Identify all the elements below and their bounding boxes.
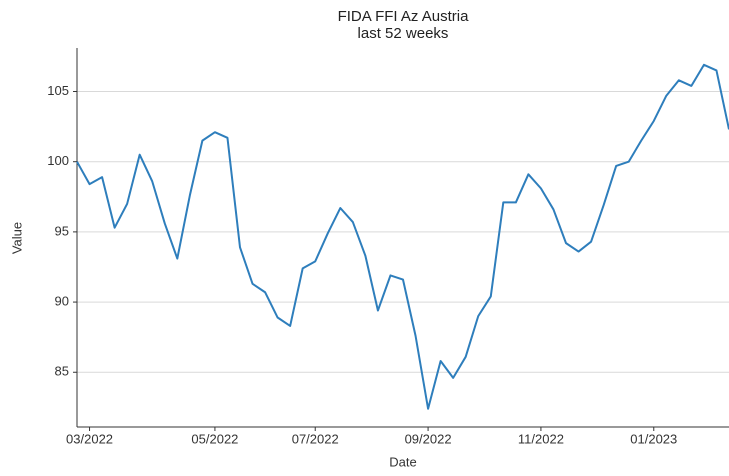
x-tick-label: 05/2022	[191, 431, 238, 446]
y-tick-label: 85	[55, 364, 69, 379]
x-tick-label: 03/2022	[66, 431, 113, 446]
chart-subtitle: last 52 weeks	[358, 25, 449, 42]
data-line	[76, 63, 729, 410]
y-tick-label: 90	[55, 294, 69, 309]
x-tick-label: 09/2022	[405, 431, 452, 446]
x-axis-label: Date	[389, 454, 416, 469]
x-tick-label: 11/2022	[518, 431, 564, 446]
y-tick-label: 100	[47, 153, 69, 168]
chart-title: FIDA FFI Az Austria	[338, 8, 470, 25]
y-tick-label: 105	[47, 83, 69, 98]
y-axis-label: Value	[9, 222, 24, 254]
x-tick-label: 01/2023	[630, 431, 677, 446]
y-tick-label: 95	[55, 223, 69, 238]
x-tick-label: 07/2022	[292, 431, 339, 446]
